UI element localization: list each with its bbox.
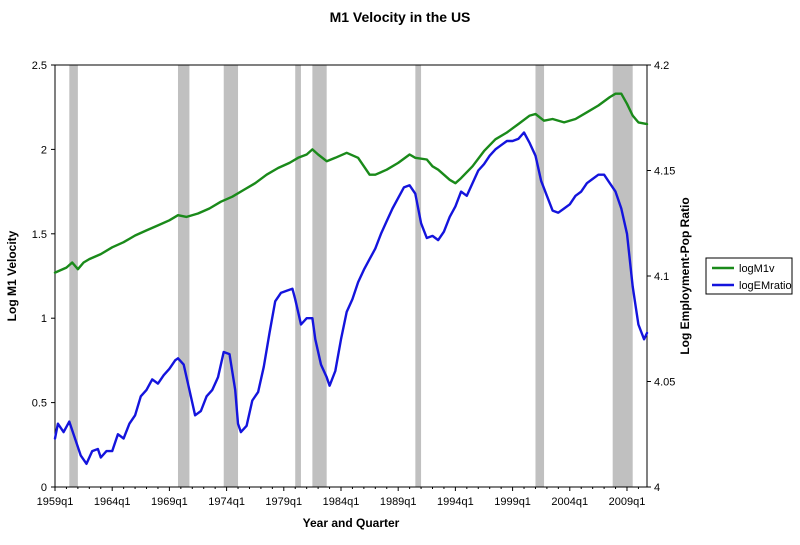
series-lines [53, 92, 649, 465]
plot-frame [54, 64, 648, 488]
x-tick-label: 1989q1 [380, 496, 417, 508]
x-tick-label: 1984q1 [323, 496, 360, 508]
x-tick-label: 1959q1 [37, 496, 74, 508]
x-tick-label: 1964q1 [94, 496, 131, 508]
x-tick-label: 2009q1 [609, 496, 646, 508]
x-tick-label: 1999q1 [494, 496, 531, 508]
recession-band-3 [295, 65, 301, 487]
recession-band-0 [69, 65, 78, 487]
left-y-axis: 0 0.5 1 1.5 2 2.5 [32, 60, 55, 494]
x-tick-label: 1979q1 [265, 496, 302, 508]
right-tick-label: 4.15 [654, 166, 675, 178]
recession-band-2 [223, 65, 239, 487]
right-tick-label: 4.05 [654, 377, 675, 389]
recession-band-5 [415, 65, 422, 487]
left-tick-label: 0.5 [32, 398, 47, 410]
recession-band-6 [535, 65, 545, 487]
left-tick-label: 2.5 [32, 60, 47, 72]
right-tick-label: 4.2 [654, 60, 669, 72]
left-tick-label: 1 [41, 313, 47, 325]
recession-band-4 [312, 65, 327, 487]
left-tick-label: 1.5 [32, 229, 47, 241]
legend-label-logEMratio: logEMratio [739, 280, 792, 292]
right-axis-title: Log Employment-Pop Ratio [678, 197, 692, 354]
legend-box [705, 257, 793, 295]
x-tick-label: 2004q1 [551, 496, 588, 508]
chart-title: M1 Velocity in the US [330, 9, 471, 25]
series-line-logEMratio [53, 131, 649, 465]
x-tick-label: 1969q1 [151, 496, 188, 508]
recession-band-7 [612, 65, 633, 487]
legend: logM1v logEMratio [705, 257, 793, 295]
x-axis-title: Year and Quarter [303, 516, 400, 530]
x-tick-label: 1994q1 [437, 496, 474, 508]
recession-bands [69, 65, 633, 487]
x-axis: 1959q1 1964q1 1969q1 1974q1 1979q1 1984q1 1989… [37, 487, 646, 508]
left-tick-label: 2 [41, 144, 47, 156]
left-tick-label: 0 [41, 482, 47, 494]
series-line-logM1v [53, 92, 649, 274]
right-tick-label: 4.1 [654, 271, 669, 283]
left-axis-title: Log M1 Velocity [5, 230, 19, 321]
right-tick-label: 4 [654, 482, 660, 494]
right-y-axis: 4 4.05 4.1 4.15 4.2 [647, 60, 675, 494]
x-tick-label: 1974q1 [208, 496, 245, 508]
recession-band-1 [177, 65, 190, 487]
legend-label-logM1v: logM1v [739, 263, 775, 275]
